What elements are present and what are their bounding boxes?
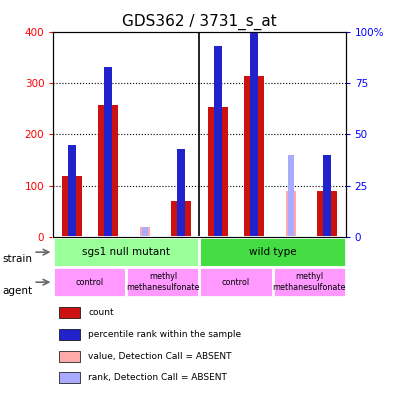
Bar	[126, 267, 199, 297]
Text: wild type: wild type	[249, 247, 296, 257]
Bar	[273, 267, 346, 297]
Bar	[177, 149, 185, 237]
Bar	[288, 155, 294, 237]
Bar	[250, 15, 258, 237]
Bar	[59, 350, 80, 362]
Text: control: control	[76, 278, 104, 287]
Bar	[59, 329, 80, 340]
Bar	[59, 307, 80, 318]
Bar	[142, 227, 148, 237]
Text: value, Detection Call = ABSENT: value, Detection Call = ABSENT	[88, 352, 232, 361]
Bar	[68, 145, 75, 237]
Bar	[199, 267, 273, 297]
Text: sgs1 null mutant: sgs1 null mutant	[83, 247, 170, 257]
Bar	[53, 237, 199, 267]
Bar	[140, 227, 150, 237]
Bar	[324, 155, 331, 237]
Bar	[208, 107, 228, 237]
Bar	[286, 191, 296, 237]
Text: strain: strain	[2, 254, 32, 265]
Text: control: control	[222, 278, 250, 287]
Text: methyl
methanesulfonate: methyl methanesulfonate	[272, 272, 346, 292]
Bar	[317, 191, 337, 237]
Bar	[98, 105, 118, 237]
Bar	[104, 67, 112, 237]
Bar	[62, 175, 82, 237]
Bar	[59, 371, 80, 383]
Bar	[53, 267, 126, 297]
Text: methyl
methanesulfonate: methyl methanesulfonate	[126, 272, 200, 292]
Bar	[171, 201, 191, 237]
Text: percentile rank within the sample: percentile rank within the sample	[88, 330, 241, 339]
Text: agent: agent	[2, 286, 32, 296]
Bar	[244, 76, 264, 237]
Bar	[199, 237, 346, 267]
Text: count: count	[88, 308, 114, 317]
Text: rank, Detection Call = ABSENT: rank, Detection Call = ABSENT	[88, 373, 227, 382]
Bar	[53, 237, 346, 263]
Bar	[214, 46, 222, 237]
Title: GDS362 / 3731_s_at: GDS362 / 3731_s_at	[122, 14, 277, 30]
